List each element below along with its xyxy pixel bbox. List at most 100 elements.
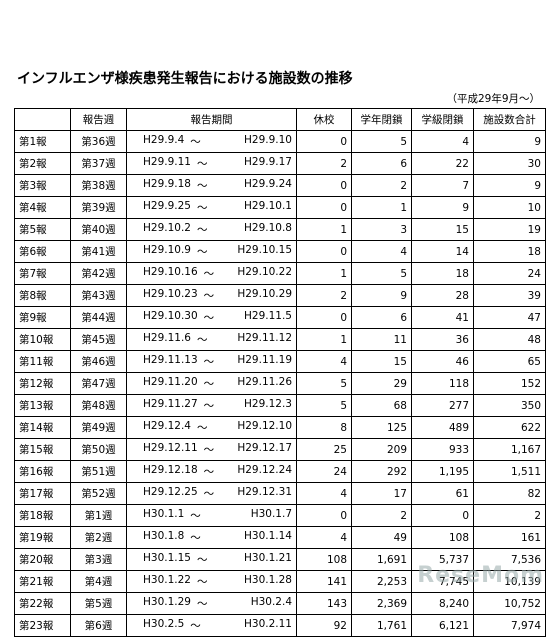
cell-kyuko: 4 — [296, 350, 352, 373]
cell-period: H29.11.20 ～ H29.11.26 — [126, 372, 297, 395]
period-tilde: ～ — [190, 620, 201, 632]
cell-gakkyu: 7 — [411, 174, 474, 197]
table-row: 第10報 第45週 H29.11.6 ～ H29.11.12 1 11 36 48 — [14, 328, 546, 351]
period-end: H29.12.24 — [237, 464, 292, 476]
cell-week: 第4週 — [70, 570, 127, 593]
cell-gakkyu: 18 — [411, 262, 474, 285]
cell-gakkyu: 28 — [411, 284, 474, 307]
table-row: 第12報 第47週 H29.11.20 ～ H29.11.26 5 29 118 152 — [14, 372, 546, 395]
period-start: H30.1.15 — [143, 552, 191, 564]
cell-report: 第1報 — [14, 130, 71, 153]
header-gakunen: 学年閉鎖 — [351, 108, 412, 131]
cell-period: H29.9.11 ～ H29.9.17 — [126, 152, 297, 175]
period-end: H30.1.7 — [250, 508, 292, 520]
cell-week: 第44週 — [70, 306, 127, 329]
period-tilde: ～ — [196, 246, 208, 258]
period-end: H30.2.11 — [244, 618, 292, 630]
cell-kyuko: 25 — [296, 438, 352, 461]
cell-gakunen: 15 — [351, 350, 412, 373]
cell-kyuko: 0 — [296, 306, 352, 329]
period-tilde: ～ — [196, 334, 208, 346]
cell-week: 第5週 — [70, 592, 127, 615]
period-end: H29.10.22 — [237, 266, 292, 278]
cell-kyuko: 2 — [296, 152, 352, 175]
cell-total: 2 — [473, 504, 546, 527]
period-start: H29.11.27 — [143, 398, 198, 410]
cell-week: 第50週 — [70, 438, 127, 461]
period-tilde: ～ — [190, 136, 201, 148]
header-total: 施設数合計 — [473, 108, 546, 131]
period-end: H29.9.24 — [244, 178, 292, 190]
cell-total: 24 — [473, 262, 546, 285]
cell-kyuko: 0 — [296, 196, 352, 219]
cell-kyuko: 1 — [296, 328, 352, 351]
period-start: H30.1.8 — [143, 530, 185, 542]
period-end: H30.1.28 — [244, 574, 292, 586]
cell-gakkyu: 0 — [411, 504, 474, 527]
table-body: 第1報 第36週 H29.9.4 ～ H29.9.10 0 5 4 9 第2報 第37週 H29.9.… — [14, 130, 546, 637]
cell-gakkyu: 933 — [411, 438, 474, 461]
cell-kyuko: 4 — [296, 526, 352, 549]
cell-report: 第6報 — [14, 240, 71, 263]
cell-week: 第49週 — [70, 416, 127, 439]
cell-week: 第48週 — [70, 394, 127, 417]
period-end: H29.11.26 — [237, 376, 292, 388]
table-row: 第6報 第41週 H29.10.9 ～ H29.10.15 0 4 14 18 — [14, 240, 546, 263]
resemom-watermark: ReseMom — [417, 563, 544, 588]
cell-week: 第52週 — [70, 482, 127, 505]
period-tilde: ～ — [190, 532, 201, 544]
cell-gakunen: 6 — [351, 306, 412, 329]
cell-kyuko: 8 — [296, 416, 352, 439]
cell-gakkyu: 14 — [411, 240, 474, 263]
header-kyuko: 休校 — [296, 108, 352, 131]
cell-total: 10,752 — [473, 592, 546, 615]
cell-gakkyu: 22 — [411, 152, 474, 175]
cell-period: H29.10.30 ～ H29.11.5 — [126, 306, 297, 329]
cell-gakunen: 49 — [351, 526, 412, 549]
cell-period: H30.1.8 ～ H30.1.14 — [126, 526, 297, 549]
cell-report: 第13報 — [14, 394, 71, 417]
table-row: 第2報 第37週 H29.9.11 ～ H29.9.17 2 6 22 30 — [14, 152, 546, 175]
period-tilde: ～ — [203, 444, 215, 456]
cell-period: H29.12.25 ～ H29.12.31 — [126, 482, 297, 505]
cell-kyuko: 0 — [296, 130, 352, 153]
cell-gakunen: 1 — [351, 196, 412, 219]
period-end: H29.12.3 — [244, 398, 292, 410]
cell-kyuko: 1 — [296, 218, 352, 241]
cell-report: 第11報 — [14, 350, 71, 373]
cell-week: 第41週 — [70, 240, 127, 263]
period-tilde: ～ — [203, 400, 215, 412]
cell-gakkyu: 46 — [411, 350, 474, 373]
cell-total: 19 — [473, 218, 546, 241]
table-row: 第4報 第39週 H29.9.25 ～ H29.10.1 0 1 9 10 — [14, 196, 546, 219]
period-end: H29.12.31 — [237, 486, 292, 498]
cell-report: 第4報 — [14, 196, 71, 219]
period-end: H29.9.17 — [244, 156, 292, 168]
period-tilde: ～ — [203, 290, 215, 302]
period-tilde: ～ — [203, 356, 215, 368]
cell-gakkyu: 118 — [411, 372, 474, 395]
period-start: H29.10.9 — [143, 244, 191, 256]
cell-week: 第2週 — [70, 526, 127, 549]
cell-gakunen: 2,369 — [351, 592, 412, 615]
cell-gakunen: 292 — [351, 460, 412, 483]
header-report — [14, 108, 71, 131]
cell-gakkyu: 489 — [411, 416, 474, 439]
table-row: 第19報 第2週 H30.1.8 ～ H30.1.14 4 49 108 161 — [14, 526, 546, 549]
period-start: H29.11.13 — [143, 354, 198, 366]
cell-gakkyu: 4 — [411, 130, 474, 153]
cell-period: H30.1.29 ～ H30.2.4 — [126, 592, 297, 615]
table-row: 第1報 第36週 H29.9.4 ～ H29.9.10 0 5 4 9 — [14, 130, 546, 153]
cell-week: 第45週 — [70, 328, 127, 351]
cell-report: 第19報 — [14, 526, 71, 549]
cell-report: 第10報 — [14, 328, 71, 351]
period-start: H29.9.4 — [143, 134, 185, 146]
cell-total: 161 — [473, 526, 546, 549]
cell-period: H29.10.2 ～ H29.10.8 — [126, 218, 297, 241]
cell-week: 第37週 — [70, 152, 127, 175]
cell-gakunen: 4 — [351, 240, 412, 263]
table-row: 第11報 第46週 H29.11.13 ～ H29.11.19 4 15 46 65 — [14, 350, 546, 373]
cell-total: 65 — [473, 350, 546, 373]
period-start: H29.10.16 — [143, 266, 198, 278]
period-tilde: ～ — [196, 158, 208, 170]
